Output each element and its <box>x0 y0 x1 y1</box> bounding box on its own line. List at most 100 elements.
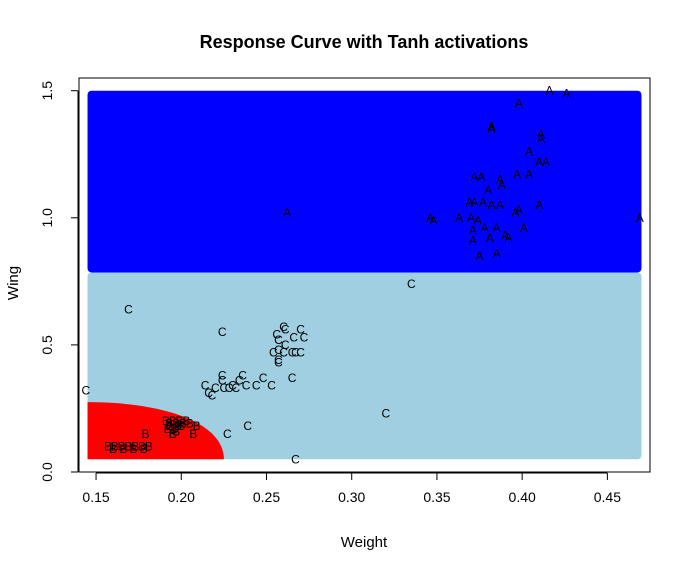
point-c-33: C <box>267 379 276 393</box>
point-a-5: A <box>537 127 545 141</box>
chart-title: Response Curve with Tanh activations <box>200 32 529 52</box>
point-a-22: A <box>496 198 504 212</box>
point-c-31: C <box>225 381 234 395</box>
point-c-37: C <box>381 407 390 421</box>
point-b-19: B <box>111 440 119 454</box>
y-tick-label: 1.5 <box>39 81 55 101</box>
point-b-24: B <box>145 440 153 454</box>
point-b-4: B <box>165 417 173 431</box>
point-a-3: A <box>487 119 495 133</box>
point-a-1: A <box>562 86 570 100</box>
point-a-0: A <box>545 84 553 98</box>
point-a-18: A <box>465 196 473 210</box>
point-c-7: C <box>289 330 298 344</box>
point-c-38: C <box>243 419 252 433</box>
point-c-14: C <box>288 346 297 360</box>
point-a-9: A <box>542 155 550 169</box>
point-b-16: B <box>169 427 177 441</box>
point-b-0: B <box>162 414 170 428</box>
point-b-2: B <box>176 414 184 428</box>
point-a-26: A <box>467 211 475 225</box>
point-c-32: C <box>231 381 240 395</box>
point-a-4: A <box>487 122 495 136</box>
point-c-13: C <box>279 346 288 360</box>
y-axis: 0.0 0.5 1.0 1.5 <box>39 81 79 482</box>
point-a-33: A <box>426 211 434 225</box>
x-tick-label: 0.45 <box>594 489 621 505</box>
y-tick-label: 0.5 <box>39 335 55 355</box>
point-c-9: C <box>274 333 283 347</box>
point-c-24: C <box>218 373 227 387</box>
point-b-14: B <box>193 419 201 433</box>
point-a-28: A <box>481 221 489 235</box>
x-tick-label: 0.30 <box>338 489 365 505</box>
point-c-6: C <box>272 328 281 342</box>
point-a-12: A <box>470 170 478 184</box>
point-a-19: A <box>470 196 478 210</box>
point-c-2: C <box>218 325 227 339</box>
point-c-28: C <box>201 379 210 393</box>
point-c-21: C <box>238 368 247 382</box>
x-tick-label: 0.15 <box>82 489 109 505</box>
point-b-9: B <box>174 419 182 433</box>
point-c-15: C <box>291 346 300 360</box>
point-a-8: A <box>535 155 543 169</box>
point-a-30: A <box>493 221 501 235</box>
point-a-24: A <box>511 206 519 220</box>
point-a-15: A <box>484 183 492 197</box>
x-axis: 0.15 0.20 0.25 0.30 0.35 0.40 0.45 <box>82 472 621 505</box>
point-b-6: B <box>179 417 187 431</box>
point-c-34: C <box>204 386 213 400</box>
point-a-29: A <box>469 224 477 238</box>
point-b-5: B <box>172 417 180 431</box>
point-b-1: B <box>169 414 177 428</box>
point-b-10: B <box>177 419 185 433</box>
point-a-38: A <box>476 249 484 263</box>
plot-frame <box>78 77 651 473</box>
point-a-31: A <box>501 229 509 243</box>
point-a-36: A <box>486 231 494 245</box>
point-b-15: B <box>189 427 197 441</box>
point-a-14: A <box>496 173 504 187</box>
point-b-8: B <box>165 419 173 433</box>
point-a-20: A <box>479 196 487 210</box>
point-c-11: C <box>274 343 283 357</box>
point-b-26: B <box>119 442 127 456</box>
point-c-10: C <box>281 338 290 352</box>
point-c-22: C <box>235 373 244 387</box>
point-a-6: A <box>537 132 545 146</box>
point-c-40: C <box>291 452 300 466</box>
point-c-35: C <box>208 389 217 403</box>
point-b-27: B <box>130 442 138 456</box>
point-b-17: B <box>141 427 149 441</box>
point-a-27: A <box>474 213 482 227</box>
point-c-23: C <box>218 368 227 382</box>
y-axis-title: Wing <box>5 266 22 300</box>
point-a-23: A <box>515 203 523 217</box>
region-layer <box>87 90 642 460</box>
point-b-12: B <box>164 422 172 436</box>
point-a-7: A <box>525 145 533 159</box>
point-c-19: C <box>288 371 297 385</box>
point-c-4: C <box>281 323 290 337</box>
region-c <box>87 272 642 460</box>
x-tick-label: 0.40 <box>509 489 536 505</box>
point-a-35: A <box>469 234 477 248</box>
point-c-18: C <box>274 356 283 370</box>
point-a-39: A <box>493 246 501 260</box>
point-c-8: C <box>300 330 309 344</box>
point-a-37: A <box>505 231 513 245</box>
point-c-30: C <box>220 381 229 395</box>
point-b-23: B <box>138 440 146 454</box>
point-c-36: C <box>81 384 90 398</box>
point-c-25: C <box>228 379 237 393</box>
y-tick-label: 1.0 <box>39 208 55 228</box>
point-b-18: B <box>104 440 112 454</box>
point-c-0: C <box>407 277 416 291</box>
point-a-10: A <box>513 168 521 182</box>
point-b-7: B <box>186 417 194 431</box>
point-b-20: B <box>118 440 126 454</box>
x-tick-label: 0.20 <box>168 489 195 505</box>
